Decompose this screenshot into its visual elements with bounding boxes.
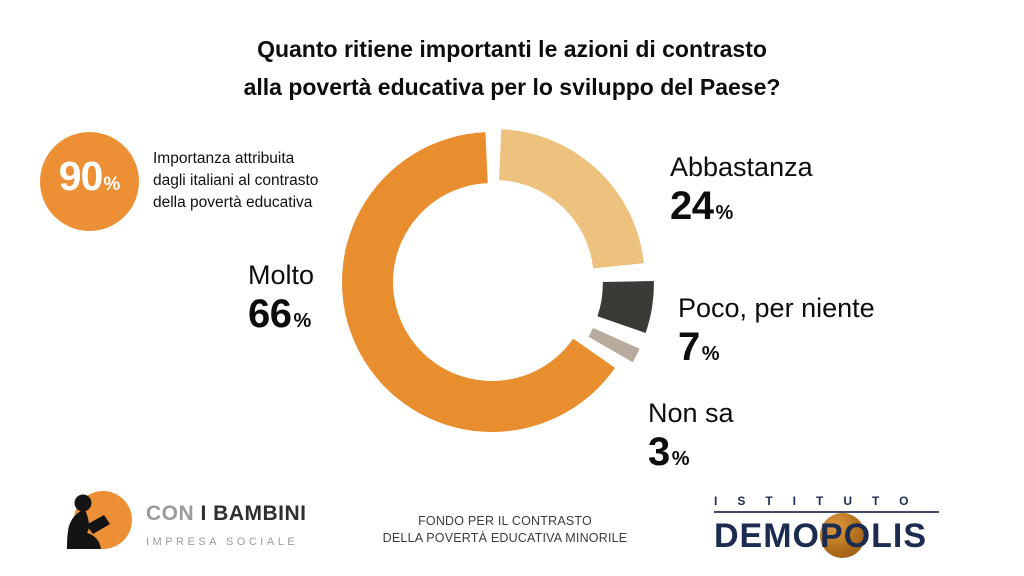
fund-line-1: FONDO PER IL CONTRASTO bbox=[418, 514, 592, 528]
segment-value: 7 bbox=[678, 325, 700, 369]
demopolis-name-wrap: DEMOPOLIS bbox=[714, 512, 939, 558]
title-line-1: Quanto ritiene importanti le azioni di c… bbox=[257, 36, 767, 62]
fund-line-2: DELLA POVERTÀ EDUCATIVA MINORILE bbox=[382, 531, 628, 545]
segment-name: Poco, per niente bbox=[678, 293, 875, 323]
segment-name: Molto bbox=[248, 260, 315, 290]
highlight-badge-text: 90 % bbox=[59, 156, 121, 197]
demopolis-name: DEMOPOLIS bbox=[714, 516, 928, 555]
highlight-percent-sign: % bbox=[103, 174, 121, 195]
demopolis-istituto: ISTITUTO bbox=[714, 494, 929, 508]
demopolis-logo: ISTITUTO DEMOPOLIS bbox=[714, 494, 946, 558]
caption-line-1: Importanza attribuita bbox=[153, 150, 295, 167]
highlight-badge: 90 % bbox=[40, 132, 139, 231]
segment-value-row: 3 % bbox=[648, 432, 734, 472]
con-i-bambini-name: CON I BAMBINI bbox=[146, 502, 307, 526]
page-title: Quanto ritiene importanti le azioni di c… bbox=[0, 30, 1024, 106]
donut-segment-poco-per-niente bbox=[597, 281, 654, 333]
fund-caption: FONDO PER IL CONTRASTO DELLA POVERTÀ EDU… bbox=[340, 513, 670, 547]
donut-segment-abbastanza bbox=[499, 129, 644, 269]
label-poco-per-niente: Poco, per niente 7 % bbox=[678, 293, 875, 367]
segment-value-row: 66 % bbox=[248, 294, 314, 334]
caption-line-2: dagli italiani al contrasto bbox=[153, 172, 319, 189]
donut-segment-non-sa bbox=[588, 327, 640, 363]
impresa-sociale-subtitle: IMPRESA SOCIALE bbox=[146, 536, 299, 548]
con-i-bambini-logo-icon bbox=[67, 491, 132, 549]
segment-value: 24 bbox=[670, 184, 714, 228]
percent-sign: % bbox=[671, 448, 690, 470]
reading-child-book bbox=[86, 515, 110, 534]
reading-child-head bbox=[74, 494, 92, 512]
highlight-caption: Importanza attribuita dagli italiani al … bbox=[153, 148, 318, 214]
highlight-value: 90 bbox=[58, 153, 104, 199]
wordmark-i-bambini: I BAMBINI bbox=[200, 502, 307, 525]
reading-child-body bbox=[67, 510, 101, 549]
con-i-bambini-wordmark: CON I BAMBINI IMPRESA SOCIALE bbox=[146, 502, 307, 548]
wordmark-con: CON bbox=[146, 502, 195, 525]
segment-value: 3 bbox=[648, 430, 670, 474]
label-abbastanza: Abbastanza 24 % bbox=[670, 152, 813, 226]
donut-segment-molto bbox=[341, 132, 616, 432]
demopolis-rule bbox=[714, 511, 939, 513]
label-molto: Molto 66 % bbox=[248, 260, 314, 334]
demopolis-sphere-icon bbox=[820, 512, 865, 558]
donut-chart bbox=[322, 112, 662, 452]
percent-sign: % bbox=[701, 343, 720, 365]
segment-name: Non sa bbox=[648, 398, 734, 428]
label-non-sa: Non sa 3 % bbox=[648, 398, 734, 472]
caption-line-3: della povertà educativa bbox=[153, 194, 313, 211]
segment-value-row: 24 % bbox=[670, 186, 813, 226]
segment-value-row: 7 % bbox=[678, 327, 875, 367]
donut-chart-svg bbox=[341, 129, 654, 432]
percent-sign: % bbox=[293, 310, 312, 332]
segment-name: Abbastanza bbox=[670, 152, 813, 182]
title-line-2: alla povertà educativa per lo sviluppo d… bbox=[243, 74, 781, 100]
segment-value: 66 bbox=[248, 292, 292, 336]
percent-sign: % bbox=[715, 202, 734, 224]
